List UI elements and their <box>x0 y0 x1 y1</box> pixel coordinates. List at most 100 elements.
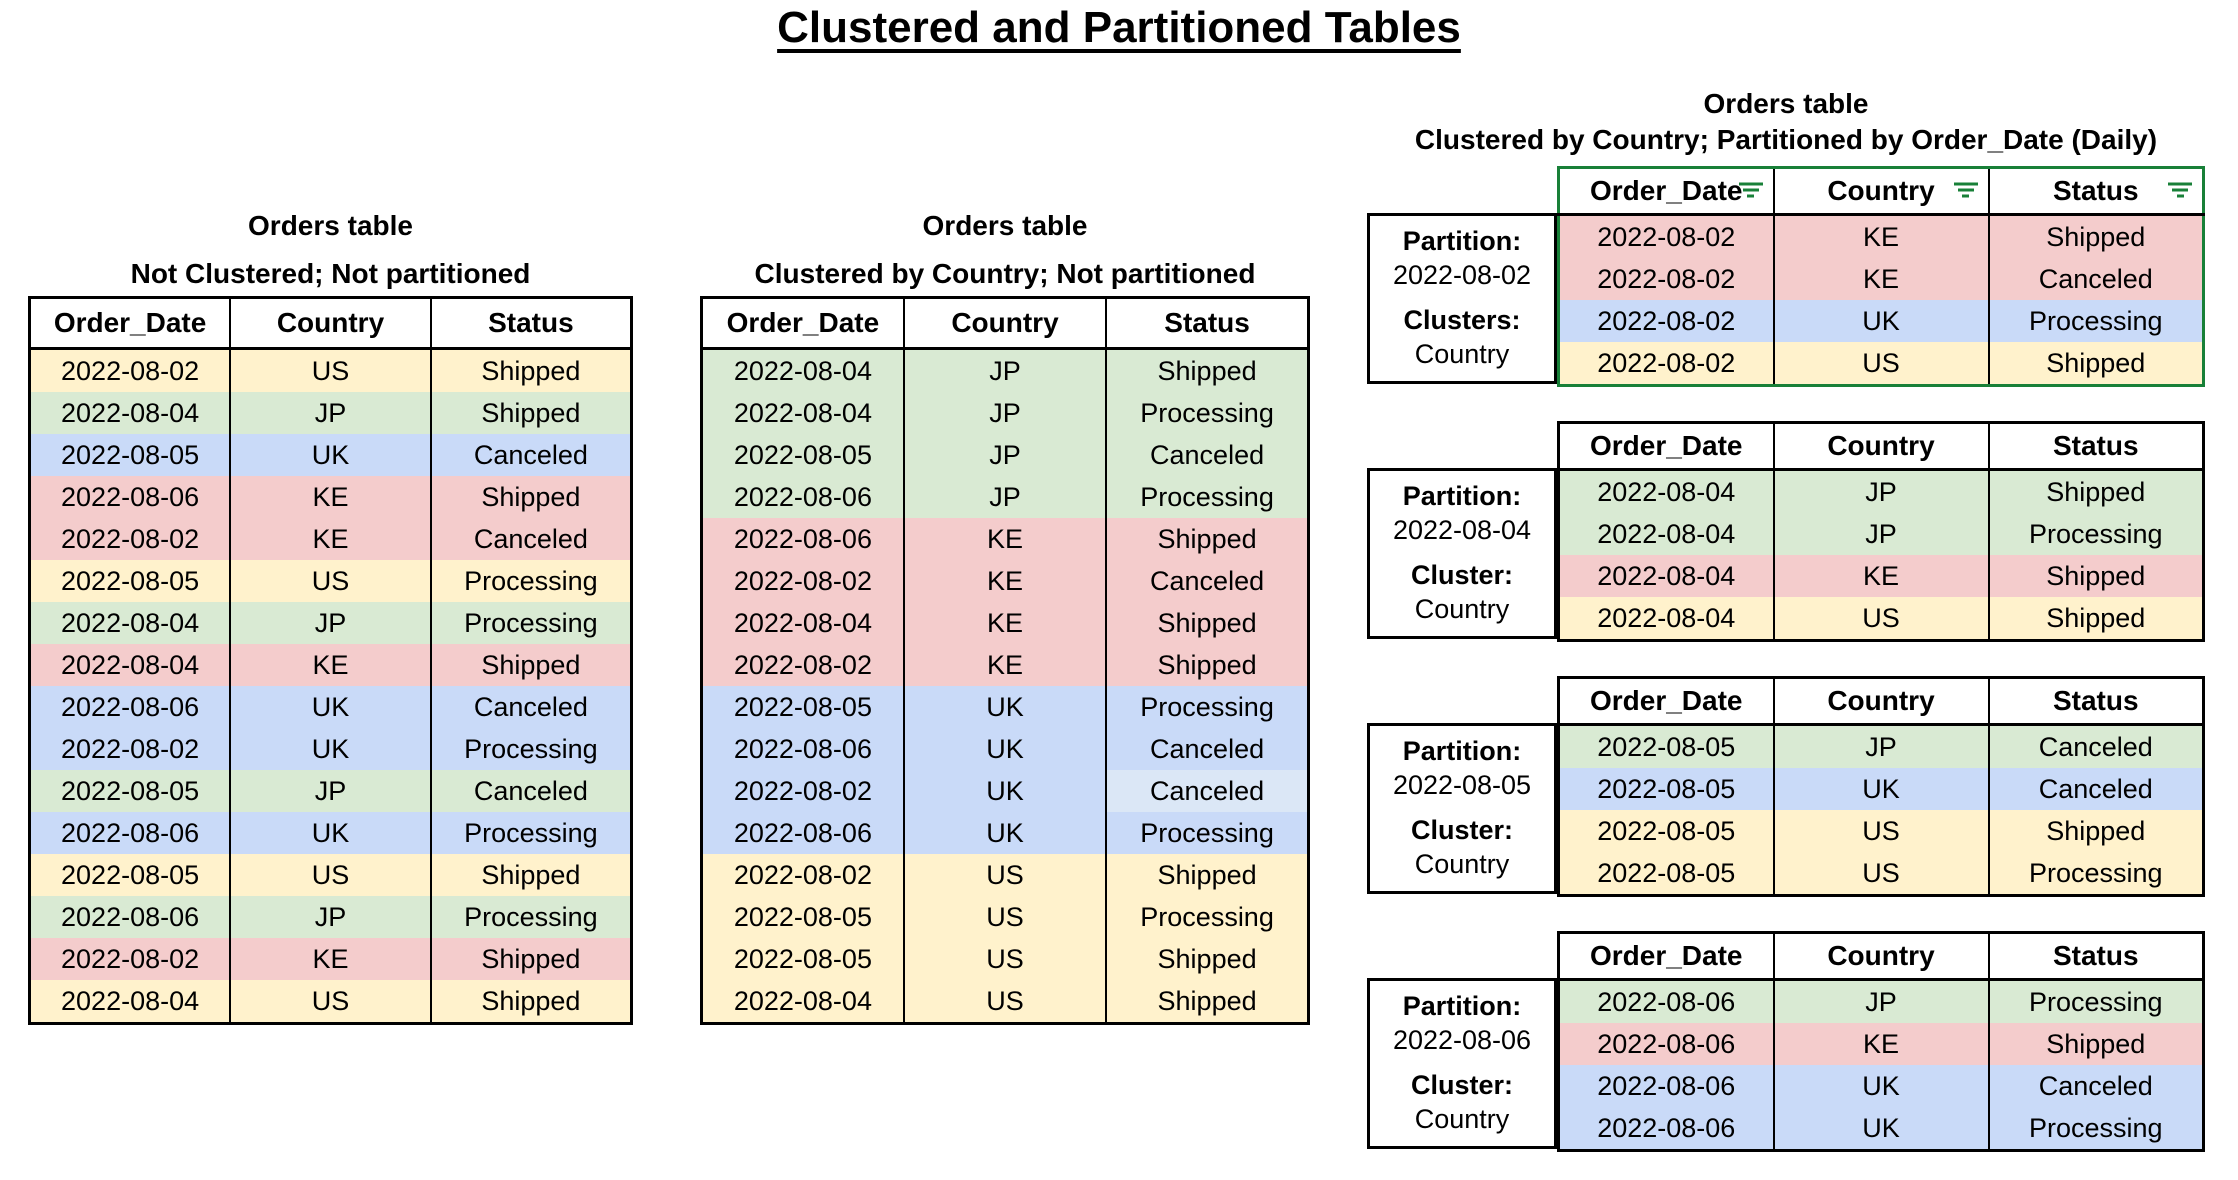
cell-country: UK <box>902 728 1108 770</box>
cell-order-date: 2022-08-06 <box>28 896 232 938</box>
table-row: 2022-08-05 UK Canceled <box>28 434 633 476</box>
column-header-country: Country <box>1772 932 1990 981</box>
table-row: 2022-08-05 UK Processing <box>700 686 1310 728</box>
partition-label: Partition: <box>1402 736 1522 766</box>
cell-status: Canceled <box>429 434 633 476</box>
column-header-country: Country <box>902 297 1108 350</box>
cell-status: Canceled <box>429 770 633 812</box>
cell-order-date: 2022-08-06 <box>28 812 232 854</box>
cluster-label-group: Clusters: Country <box>1370 303 1554 371</box>
cell-status: Canceled <box>1987 258 2205 300</box>
table-row: 2022-08-04 KE Shipped <box>700 602 1310 644</box>
cell-order-date: 2022-08-02 <box>700 560 905 602</box>
cell-status: Processing <box>1105 392 1310 434</box>
partition-block: Partition: 2022-08-04 Cluster: Country O… <box>1367 421 2205 642</box>
partition-label-group: Partition: 2022-08-04 <box>1370 479 1554 547</box>
clustered-table-subtitle: Clustered by Country; Not partitioned <box>754 258 1256 289</box>
table-row: 2022-08-05 US Shipped <box>28 854 633 896</box>
cell-status: Processing <box>1987 300 2205 342</box>
cell-status: Shipped <box>1987 1023 2205 1065</box>
cluster-value: Country <box>1414 849 1510 879</box>
cell-order-date: 2022-08-05 <box>28 770 232 812</box>
cell-status: Processing <box>429 728 633 770</box>
table-row: 2022-08-04 US Shipped <box>28 980 633 1024</box>
cell-status: Canceled <box>1105 770 1310 812</box>
table-row: 2022-08-02 KE Shipped <box>1557 214 2205 258</box>
cell-order-date: 2022-08-05 <box>700 686 905 728</box>
table-row: 2022-08-02 KE Shipped <box>28 938 633 980</box>
cell-status: Shipped <box>429 644 633 686</box>
cell-country: US <box>229 980 432 1024</box>
cell-status: Shipped <box>1987 597 2205 641</box>
table-row: 2022-08-04 JP Shipped <box>1557 469 2205 513</box>
partition-label: Partition: <box>1402 226 1522 256</box>
cell-order-date: 2022-08-04 <box>28 644 232 686</box>
cell-order-date: 2022-08-04 <box>28 392 232 434</box>
partition-table: Order_Date Country Status 2022-08-05 JP Ca… <box>1557 676 2205 897</box>
table-row: 2022-08-06 UK Processing <box>1557 1107 2205 1151</box>
cell-country: KE <box>1772 1023 1990 1065</box>
cell-country: US <box>229 560 432 602</box>
header-row: Order_Date Country Status <box>28 297 633 350</box>
cell-order-date: 2022-08-04 <box>700 980 905 1024</box>
partition-list: Partition: 2022-08-02 Clusters: Country … <box>1367 166 2205 1152</box>
table-row: 2022-08-05 US Processing <box>28 560 633 602</box>
table-row: 2022-08-04 JP Processing <box>700 392 1310 434</box>
cell-status: Processing <box>1105 812 1310 854</box>
cell-status: Shipped <box>1987 810 2205 852</box>
cell-country: US <box>1772 852 1990 896</box>
cell-order-date: 2022-08-02 <box>1557 300 1775 342</box>
cluster-label: Cluster: <box>1410 1070 1513 1100</box>
column-header-order-date: Order_Date <box>700 297 905 350</box>
cell-status: Shipped <box>1105 938 1310 980</box>
table-row: 2022-08-04 KE Shipped <box>1557 555 2205 597</box>
partition-value: 2022-08-02 <box>1392 260 1532 290</box>
cell-status: Processing <box>1987 979 2205 1023</box>
cell-order-date: 2022-08-04 <box>1557 469 1775 513</box>
cell-status: Processing <box>1987 513 2205 555</box>
cell-order-date: 2022-08-05 <box>1557 724 1775 768</box>
column-header-country: Country <box>1772 677 1990 726</box>
cell-order-date: 2022-08-06 <box>700 728 905 770</box>
cell-status: Processing <box>429 602 633 644</box>
cell-country: JP <box>229 602 432 644</box>
cell-status: Canceled <box>429 518 633 560</box>
cell-country: UK <box>229 728 432 770</box>
cell-country: US <box>902 938 1108 980</box>
partition-block: Partition: 2022-08-05 Cluster: Country O… <box>1367 676 2205 897</box>
filter-icon <box>1738 182 1764 200</box>
partition-value: 2022-08-05 <box>1392 770 1532 800</box>
cell-order-date: 2022-08-06 <box>700 476 905 518</box>
cell-order-date: 2022-08-05 <box>28 560 232 602</box>
cluster-label-group: Cluster: Country <box>1370 558 1554 626</box>
table-row: 2022-08-06 JP Processing <box>700 476 1310 518</box>
cell-country: JP <box>229 896 432 938</box>
table-row: 2022-08-02 KE Canceled <box>700 560 1310 602</box>
cell-country: US <box>902 980 1108 1024</box>
cell-country: KE <box>229 476 432 518</box>
cell-country: UK <box>229 686 432 728</box>
partition-table: Order_Date Country Status 2022-08-06 JP Pr… <box>1557 931 2205 1152</box>
cell-order-date: 2022-08-02 <box>28 728 232 770</box>
cell-country: KE <box>1772 555 1990 597</box>
cell-status: Shipped <box>1105 980 1310 1024</box>
table-row: 2022-08-05 US Shipped <box>1557 810 2205 852</box>
cell-status: Canceled <box>429 686 633 728</box>
table-row: 2022-08-05 JP Canceled <box>28 770 633 812</box>
partition-table: Order_Date Country Status 2022-08-02 KE Sh… <box>1557 166 2205 387</box>
cell-status: Canceled <box>1987 1065 2205 1107</box>
cell-order-date: 2022-08-04 <box>28 980 232 1024</box>
cell-country: US <box>1772 810 1990 852</box>
partition-label-group: Partition: 2022-08-02 <box>1370 224 1554 292</box>
cell-status: Canceled <box>1105 560 1310 602</box>
cluster-value: Country <box>1414 1104 1510 1134</box>
unclustered-table-subtitle: Not Clustered; Not partitioned <box>130 258 531 289</box>
header-row: Order_Date Country Status <box>1557 422 2205 471</box>
table-row: 2022-08-04 KE Shipped <box>28 644 633 686</box>
table-row: 2022-08-06 UK Canceled <box>700 728 1310 770</box>
cell-country: US <box>1772 342 1990 386</box>
cell-order-date: 2022-08-02 <box>28 518 232 560</box>
cell-order-date: 2022-08-04 <box>1557 513 1775 555</box>
column-header-order-date: Order_Date <box>1557 422 1775 471</box>
cluster-label: Cluster: <box>1410 560 1513 590</box>
